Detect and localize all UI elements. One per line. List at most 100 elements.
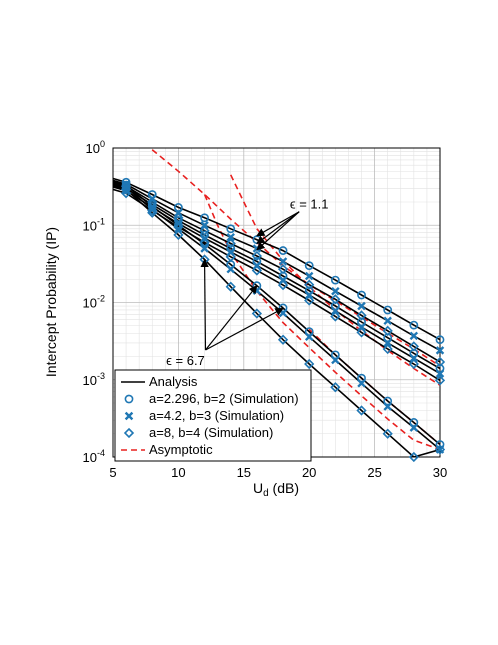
diamond-marker — [304, 279, 315, 290]
x-marker — [409, 331, 419, 341]
diamond-marker — [434, 356, 446, 368]
diamond-marker — [408, 451, 419, 463]
y-tick-label: 10-3 — [83, 371, 105, 388]
x-marker — [331, 355, 340, 365]
diamond-marker — [434, 444, 446, 455]
diamond-marker — [382, 343, 393, 355]
analysis-line — [113, 188, 440, 382]
diamond-marker — [251, 250, 263, 262]
circle-marker — [357, 290, 366, 300]
x-tick-label: 10 — [171, 465, 185, 480]
x-marker — [226, 232, 235, 242]
legend-entry: a=8, b=4 (Simulation) — [123, 425, 273, 440]
diamond-marker — [330, 311, 341, 322]
x-marker — [357, 322, 366, 332]
legend-box — [114, 369, 312, 462]
diamond-marker — [356, 310, 367, 321]
diamond-marker — [434, 375, 446, 386]
x-marker — [226, 264, 235, 274]
x-marker — [435, 369, 445, 378]
x-tick-label: 25 — [367, 465, 381, 480]
legend-label: a=8, b=4 (Simulation) — [149, 425, 273, 440]
diamond-marker — [199, 225, 210, 236]
legend-label: Analysis — [149, 374, 198, 389]
annotations: ϵ = 1.1 ϵ = 6.7 — [166, 197, 328, 368]
circle-marker — [200, 213, 209, 223]
diamond-marker — [173, 229, 184, 241]
diamond-marker — [225, 281, 236, 292]
x-tick-label: 20 — [302, 465, 316, 480]
diamond-marker — [123, 427, 135, 439]
diamond-marker — [382, 428, 393, 439]
diamond-marker — [147, 207, 158, 218]
x-tick-labels: 5 10 15 20 25 30 — [109, 465, 447, 480]
circle-marker — [226, 224, 236, 234]
x-marker — [174, 224, 183, 234]
diamond-marker — [304, 358, 315, 370]
diamond-marker — [304, 295, 315, 306]
y-tick-label: 100 — [86, 139, 105, 156]
diamond-marker — [356, 327, 367, 338]
annotation-arrow — [205, 285, 258, 351]
diamond-marker — [408, 358, 419, 370]
diamond-marker — [277, 279, 289, 291]
analysis-line — [113, 177, 440, 341]
x-marker — [357, 379, 366, 388]
diamond-marker — [225, 238, 236, 249]
annotation-arrow — [200, 258, 209, 351]
diamond-marker — [356, 405, 367, 416]
x-marker — [304, 332, 314, 342]
x-marker — [304, 271, 314, 281]
x-marker — [331, 306, 340, 316]
x-tick-label: 15 — [237, 465, 251, 480]
legend-label: a=4.2, b=3 (Simulation) — [149, 408, 284, 423]
annotation-arrow — [256, 211, 300, 237]
diamond-marker — [277, 334, 289, 345]
x-marker — [304, 290, 314, 300]
analysis-line — [113, 184, 440, 457]
y-tick-label: 10-4 — [83, 448, 105, 465]
circle-marker — [278, 246, 288, 255]
diamond-marker — [251, 265, 263, 276]
analysis-curves — [113, 177, 440, 457]
annotation-label: ϵ = 6.7 — [166, 353, 205, 368]
circle-marker — [409, 320, 419, 330]
diamond-marker — [330, 294, 341, 305]
circle-marker — [173, 203, 183, 212]
legend: Analysis a=2.296, b=2 (Simulation) a=4.2, … — [114, 369, 312, 462]
diamond-marker — [251, 308, 263, 319]
diamond-marker — [120, 184, 132, 195]
x-marker — [121, 183, 131, 192]
x-marker — [200, 221, 209, 230]
x-marker — [435, 346, 445, 355]
x-marker — [357, 301, 366, 311]
y-tick-label: 10-2 — [83, 294, 105, 311]
x-tick-label: 30 — [433, 465, 447, 480]
circle-marker — [383, 396, 393, 406]
annotation-arrow — [256, 211, 300, 245]
legend-label: a=2.296, b=2 (Simulation) — [149, 391, 299, 406]
annotation-arrow — [205, 307, 284, 351]
x-axis-label: Ud (dB) — [253, 480, 299, 499]
legend-entry: Analysis — [121, 374, 198, 389]
x-marker — [383, 402, 392, 411]
x-marker — [383, 338, 392, 348]
y-tick-label: 10-1 — [83, 216, 105, 233]
x-tick-label: 5 — [109, 465, 116, 480]
circle-marker — [124, 394, 134, 404]
circle-marker — [383, 305, 393, 315]
legend-entry: a=4.2, b=3 (Simulation) — [124, 408, 284, 423]
analysis-line — [113, 179, 440, 352]
diamond-marker — [330, 382, 341, 393]
circle-marker — [304, 261, 314, 271]
x-marker — [124, 411, 134, 421]
legend-entry: a=2.296, b=2 (Simulation) — [124, 391, 299, 406]
legend-label: Asymptotic — [149, 442, 213, 457]
y-tick-labels: 100 10-1 10-2 10-3 10-4 — [83, 139, 105, 465]
x-marker — [409, 423, 419, 432]
simulation-markers — [120, 177, 446, 463]
y-axis-label: Intercept Probability (IP) — [43, 227, 59, 377]
annotation-label: ϵ = 1.1 — [290, 197, 329, 212]
annotation-arrow — [256, 211, 300, 251]
